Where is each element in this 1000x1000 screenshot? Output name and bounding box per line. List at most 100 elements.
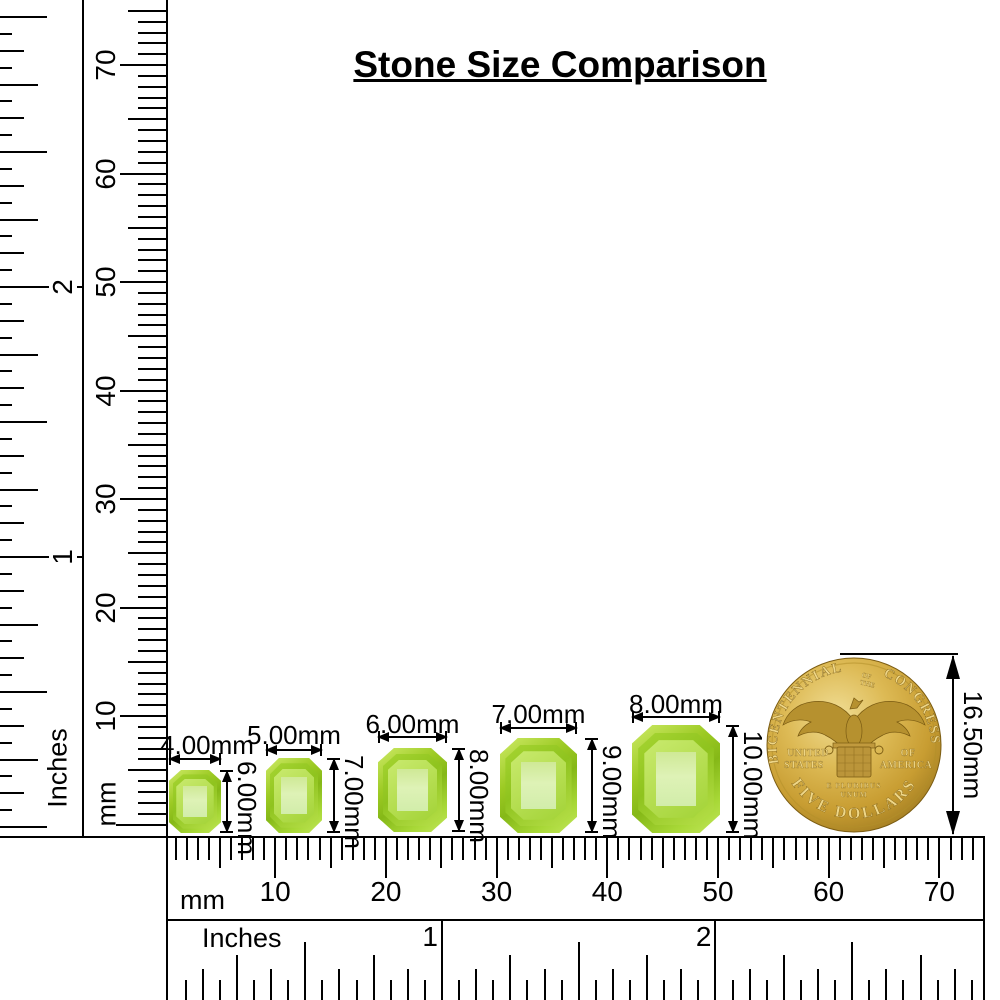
mm-tick xyxy=(407,838,409,860)
inch-tick xyxy=(372,955,375,1000)
ruler-edge-horizontal xyxy=(0,836,985,838)
mm-tick xyxy=(384,838,387,878)
coin-image: BICENTENNIAL CONGRESS OF THE UNITED STAT… xyxy=(765,657,942,833)
inch-tick xyxy=(0,707,12,710)
inch-tick xyxy=(0,488,38,491)
mm-tick xyxy=(138,541,166,544)
ruler-divider-horizontal xyxy=(166,919,985,921)
inch-tick xyxy=(0,83,38,86)
mm-tick xyxy=(116,172,166,175)
left-inches-unit-label: Inches xyxy=(42,728,73,808)
mm-tick xyxy=(138,20,166,23)
inch-tick xyxy=(304,942,307,1000)
coin-motto-line1: E PLURIBUS xyxy=(827,781,882,790)
inch-tick xyxy=(0,404,12,407)
inch-tick xyxy=(235,955,238,1000)
arrow-end-cap xyxy=(220,770,233,772)
arrow-end-cap xyxy=(500,722,502,734)
inch-tick xyxy=(748,969,751,1000)
stone xyxy=(632,725,720,833)
mm-tick xyxy=(138,183,166,186)
inch-tick xyxy=(0,826,47,828)
stone-height-label: 8.00mm xyxy=(464,749,494,843)
inch-number: 2 xyxy=(695,921,712,952)
inch-tick xyxy=(594,980,597,1000)
mm-tick xyxy=(128,335,166,338)
inch-tick xyxy=(611,969,614,1000)
mm-number: 40 xyxy=(90,371,121,410)
stone xyxy=(266,758,322,833)
mm-tick xyxy=(573,838,576,860)
stone-width-label: 4.00mm xyxy=(160,730,254,760)
coin-of-text: OF xyxy=(861,671,872,681)
mm-tick xyxy=(138,291,166,294)
mm-tick xyxy=(138,693,166,696)
stone-table-facet xyxy=(520,761,557,810)
mm-tick xyxy=(138,574,166,576)
inch-tick xyxy=(0,16,47,18)
left-mm-unit-label: mm xyxy=(91,781,122,827)
mm-tick xyxy=(949,838,952,860)
mm-tick xyxy=(138,302,166,305)
mm-tick xyxy=(138,682,166,685)
mm-tick xyxy=(185,838,188,860)
inch-tick xyxy=(0,218,38,221)
stone-height-label: 7.00mm xyxy=(339,754,369,849)
inch-tick xyxy=(0,623,38,626)
mm-number: 30 xyxy=(90,480,121,518)
arrow-end-cap xyxy=(378,731,380,743)
inch-tick xyxy=(0,370,12,373)
stone-height-arrow xyxy=(329,758,339,833)
stone-height-arrow xyxy=(587,738,597,833)
inch-number: 1 xyxy=(422,921,438,952)
inch-tick xyxy=(868,980,871,1000)
mm-tick xyxy=(128,660,166,663)
inch-tick xyxy=(731,980,734,1000)
inch-tick xyxy=(0,336,12,339)
mm-tick xyxy=(207,838,210,860)
mm-tick xyxy=(396,838,398,860)
mm-number: 10 xyxy=(259,876,291,907)
mm-tick xyxy=(138,628,166,631)
arrow-end-cap xyxy=(219,753,221,765)
inch-number: 1 xyxy=(47,546,78,568)
stone-table-facet xyxy=(396,769,429,811)
inch-tick xyxy=(628,980,631,1000)
mm-tick xyxy=(138,801,166,804)
mm-number: 70 xyxy=(90,46,121,84)
inch-tick xyxy=(543,969,546,1000)
mm-tick xyxy=(138,313,166,316)
mm-tick xyxy=(495,838,498,878)
inch-tick xyxy=(0,640,12,643)
coin-dimension-label: 16.50mm xyxy=(958,690,988,800)
inch-tick xyxy=(816,969,819,1000)
arrow-end-cap xyxy=(452,830,465,832)
mm-tick xyxy=(562,838,564,860)
mm-tick xyxy=(138,74,166,77)
mm-tick xyxy=(138,140,166,142)
mm-tick xyxy=(717,838,719,878)
mm-tick xyxy=(473,838,476,860)
inch-tick xyxy=(526,980,529,1000)
mm-tick xyxy=(551,838,553,868)
mm-tick xyxy=(506,838,509,860)
mm-tick xyxy=(229,838,232,860)
inch-tick xyxy=(885,969,888,1000)
mm-tick xyxy=(285,838,288,860)
inch-tick xyxy=(321,980,324,1000)
mm-tick xyxy=(138,248,166,251)
arrow-end-cap xyxy=(327,831,340,833)
mm-tick xyxy=(138,563,166,566)
mm-tick xyxy=(805,838,808,860)
mm-tick xyxy=(128,443,166,446)
stone-table-facet xyxy=(183,785,207,818)
inch-tick xyxy=(0,572,12,575)
mm-tick xyxy=(606,838,609,878)
mm-tick xyxy=(218,838,221,868)
mm-tick xyxy=(138,671,166,674)
inch-tick xyxy=(0,674,12,677)
mm-tick xyxy=(138,270,166,273)
inch-tick xyxy=(0,49,24,52)
coin-rim xyxy=(771,662,937,828)
